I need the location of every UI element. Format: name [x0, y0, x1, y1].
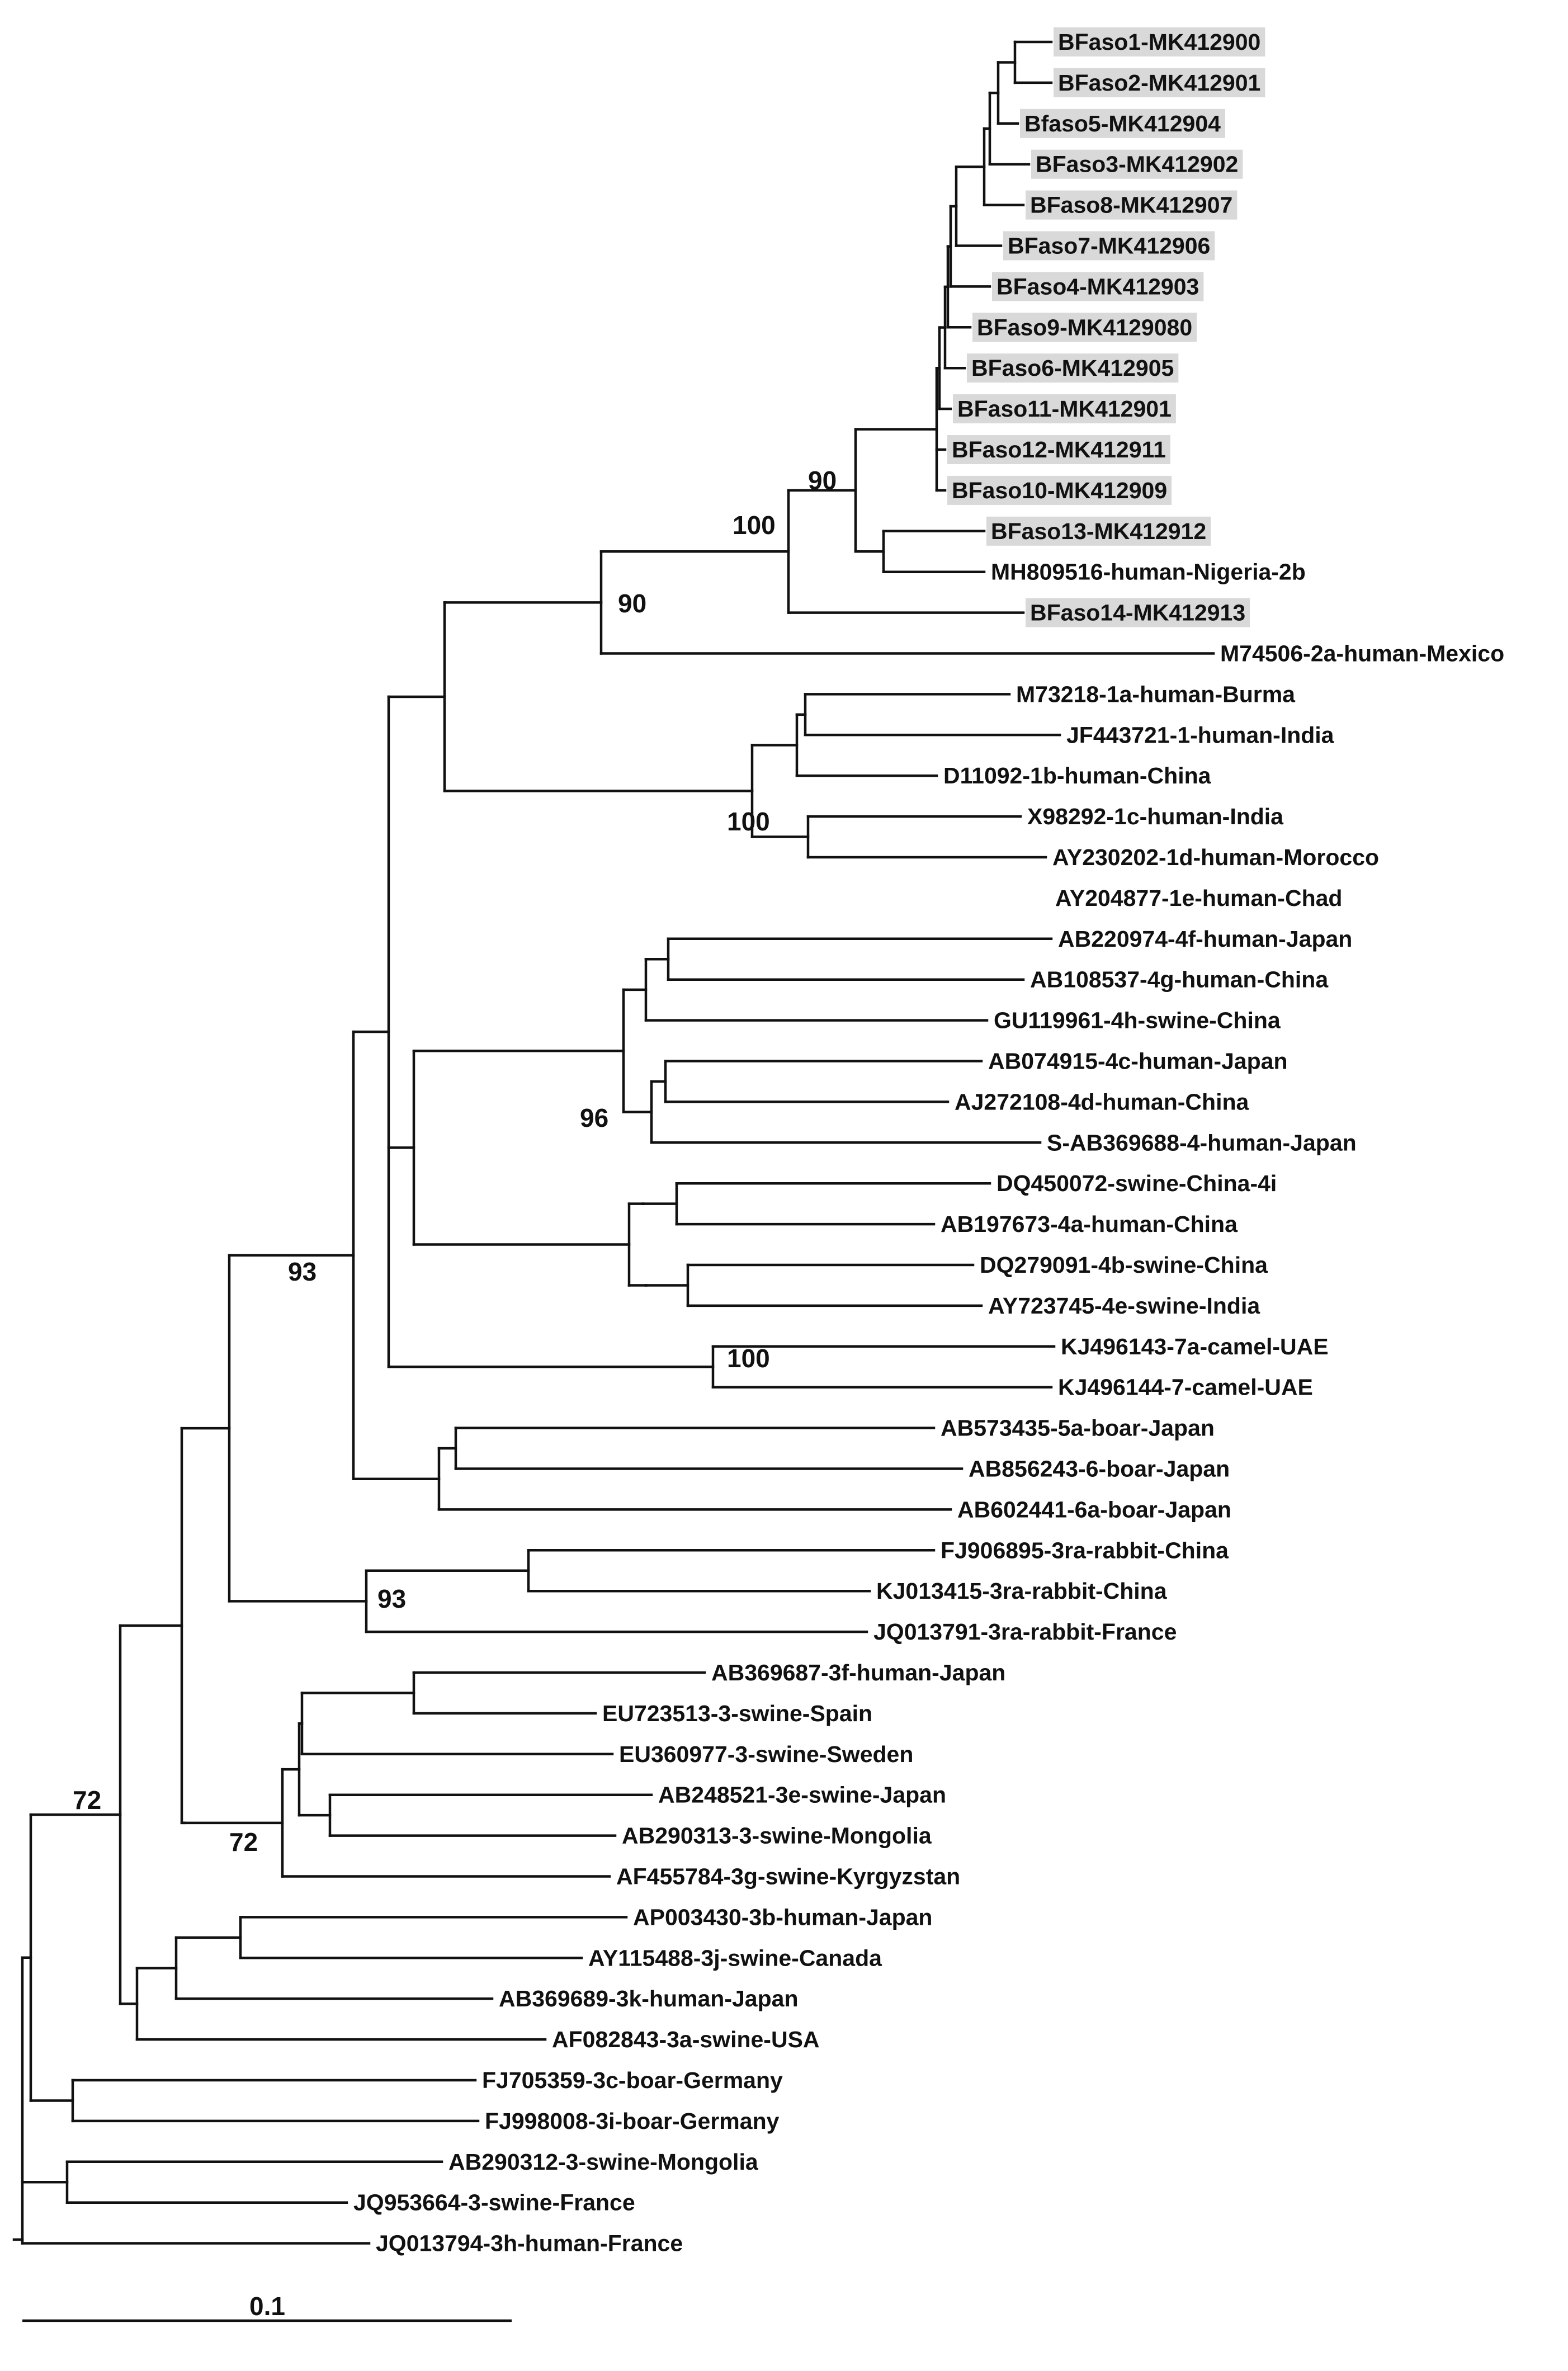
- leaf-label: AB369689-3k-human-Japan: [499, 1986, 798, 2011]
- leaf-label: AB248521-3e-swine-Japan: [658, 1782, 946, 1808]
- leaf-label: KJ496144-7-camel-UAE: [1058, 1375, 1313, 1400]
- highlight-box: [1031, 149, 1243, 179]
- leaf-label: M74506-2a-human-Mexico: [1220, 641, 1504, 667]
- leaf-label: AB074915-4c-human-Japan: [988, 1048, 1287, 1074]
- bootstrap-value: 100: [733, 511, 776, 540]
- leaf-label: BFaso11-MK412901: [957, 396, 1172, 422]
- leaf-label: EU360977-3-swine-Sweden: [619, 1741, 913, 1767]
- highlight-box: [947, 475, 1172, 505]
- leaf-label-layer: BFaso1-MK412900 BFaso2-MK412901 Bfaso5-MK4…: [353, 29, 1504, 2256]
- leaf-label: GU119961-4h-swine-China: [994, 1008, 1281, 1033]
- bootstrap-value: 93: [377, 1584, 406, 1613]
- leaf-label: BFaso8-MK412907: [1030, 192, 1232, 218]
- bootstrap-value: 72: [229, 1827, 258, 1857]
- leaf-label: JF443721-1-human-India: [1066, 722, 1335, 748]
- leaf-label: AY115488-3j-swine-Canada: [588, 1945, 882, 1971]
- leaf-label: M73218-1a-human-Burma: [1016, 681, 1296, 707]
- leaf-label: KJ496143-7a-camel-UAE: [1061, 1334, 1329, 1359]
- highlight-box: [947, 435, 1170, 464]
- branch-layer: [12, 40, 1215, 2245]
- leaf-label: BFaso2-MK412901: [1058, 70, 1260, 96]
- highlight-box: [953, 394, 1176, 424]
- leaf-label: AY723745-4e-swine-India: [988, 1293, 1260, 1319]
- highlight-box: [1020, 108, 1225, 138]
- bootstrap-value: 100: [727, 1344, 770, 1373]
- highlight-box: [1026, 598, 1250, 627]
- leaf-label: DQ450072-swine-China-4i: [996, 1170, 1277, 1196]
- bootstrap-value: 90: [808, 466, 837, 495]
- leaf-label: DQ279091-4b-swine-China: [980, 1252, 1268, 1278]
- leaf-label: BFaso6-MK412905: [971, 355, 1174, 381]
- leaf-label: AB108537-4g-human-China: [1030, 967, 1329, 993]
- leaf-label: X98292-1c-human-India: [1027, 804, 1284, 829]
- highlight-box: [992, 272, 1204, 301]
- leaf-label: S-AB369688-4-human-Japan: [1047, 1130, 1357, 1155]
- leaf-label: AB220974-4f-human-Japan: [1058, 926, 1352, 952]
- leaf-label: FJ998008-3i-boar-Germany: [485, 2108, 780, 2134]
- leaf-label: EU723513-3-swine-Spain: [602, 1701, 872, 1726]
- leaf-label: D11092-1b-human-China: [943, 763, 1212, 788]
- leaf-label: AJ272108-4d-human-China: [955, 1089, 1250, 1114]
- leaf-label: MH809516-human-Nigeria-2b: [991, 559, 1306, 585]
- bootstrap-layer: 90 100 90 100 96 100 93 93 72 72: [73, 466, 837, 1857]
- highlight-box: [1026, 190, 1238, 220]
- leaf-label: BFaso1-MK412900: [1058, 29, 1260, 55]
- leaf-label: JQ953664-3-swine-France: [353, 2190, 635, 2216]
- leaf-label: AB197673-4a-human-China: [941, 1211, 1238, 1237]
- leaf-label: AB290313-3-swine-Mongolia: [622, 1823, 932, 1849]
- leaf-label: FJ705359-3c-boar-Germany: [482, 2067, 783, 2093]
- leaf-label: BFaso4-MK412903: [996, 273, 1199, 299]
- highlight-box: [986, 516, 1211, 546]
- leaf-label: FJ906895-3ra-rabbit-China: [941, 1537, 1229, 1563]
- leaf-label: AB602441-6a-boar-Japan: [957, 1496, 1231, 1522]
- leaf-label: JQ013794-3h-human-France: [376, 2231, 683, 2256]
- leaf-label: BFaso9-MK4129080: [977, 314, 1192, 340]
- leaf-label: AF082843-3a-swine-USA: [552, 2027, 820, 2052]
- leaf-label: AY230202-1d-human-Morocco: [1052, 844, 1379, 870]
- scale-bar-label: 0.1: [249, 2292, 285, 2321]
- leaf-label: AB369687-3f-human-Japan: [711, 1660, 1005, 1685]
- bootstrap-value: 72: [73, 1786, 101, 1815]
- highlight-box: [1054, 27, 1265, 56]
- highlight-box: [1003, 231, 1215, 261]
- leaf-label: BFaso12-MK412911: [952, 437, 1166, 462]
- leaf-label: AY204877-1e-human-Chad: [1055, 885, 1342, 911]
- bootstrap-value: 100: [727, 807, 770, 836]
- highlight-box: [972, 313, 1197, 342]
- leaf-label: AF455784-3g-swine-Kyrgyzstan: [616, 1864, 960, 1890]
- bootstrap-value: 96: [580, 1103, 608, 1132]
- highlight-layer: [947, 27, 1265, 627]
- leaf-label: AB573435-5a-boar-Japan: [941, 1415, 1215, 1441]
- leaf-label: BFaso3-MK412902: [1036, 152, 1238, 177]
- leaf-label: AB856243-6-boar-Japan: [969, 1456, 1230, 1482]
- bootstrap-value: 90: [618, 589, 646, 618]
- leaf-label: BFaso7-MK412906: [1008, 233, 1210, 259]
- leaf-label: BFaso13-MK412912: [991, 518, 1206, 544]
- leaf-label: JQ013791-3ra-rabbit-France: [873, 1619, 1177, 1645]
- leaf-label: Bfaso5-MK412904: [1024, 111, 1221, 136]
- leaf-label: BFaso10-MK412909: [952, 478, 1167, 503]
- leaf-label: AP003430-3b-human-Japan: [633, 1904, 932, 1930]
- leaf-label: BFaso14-MK412913: [1030, 600, 1245, 626]
- leaf-label: AB290312-3-swine-Mongolia: [448, 2149, 759, 2175]
- bootstrap-value: 93: [288, 1257, 317, 1286]
- highlight-box: [1054, 68, 1265, 97]
- highlight-box: [967, 353, 1179, 383]
- leaf-label: KJ013415-3ra-rabbit-China: [876, 1578, 1168, 1604]
- scale-bar: 0.1: [22, 2292, 512, 2322]
